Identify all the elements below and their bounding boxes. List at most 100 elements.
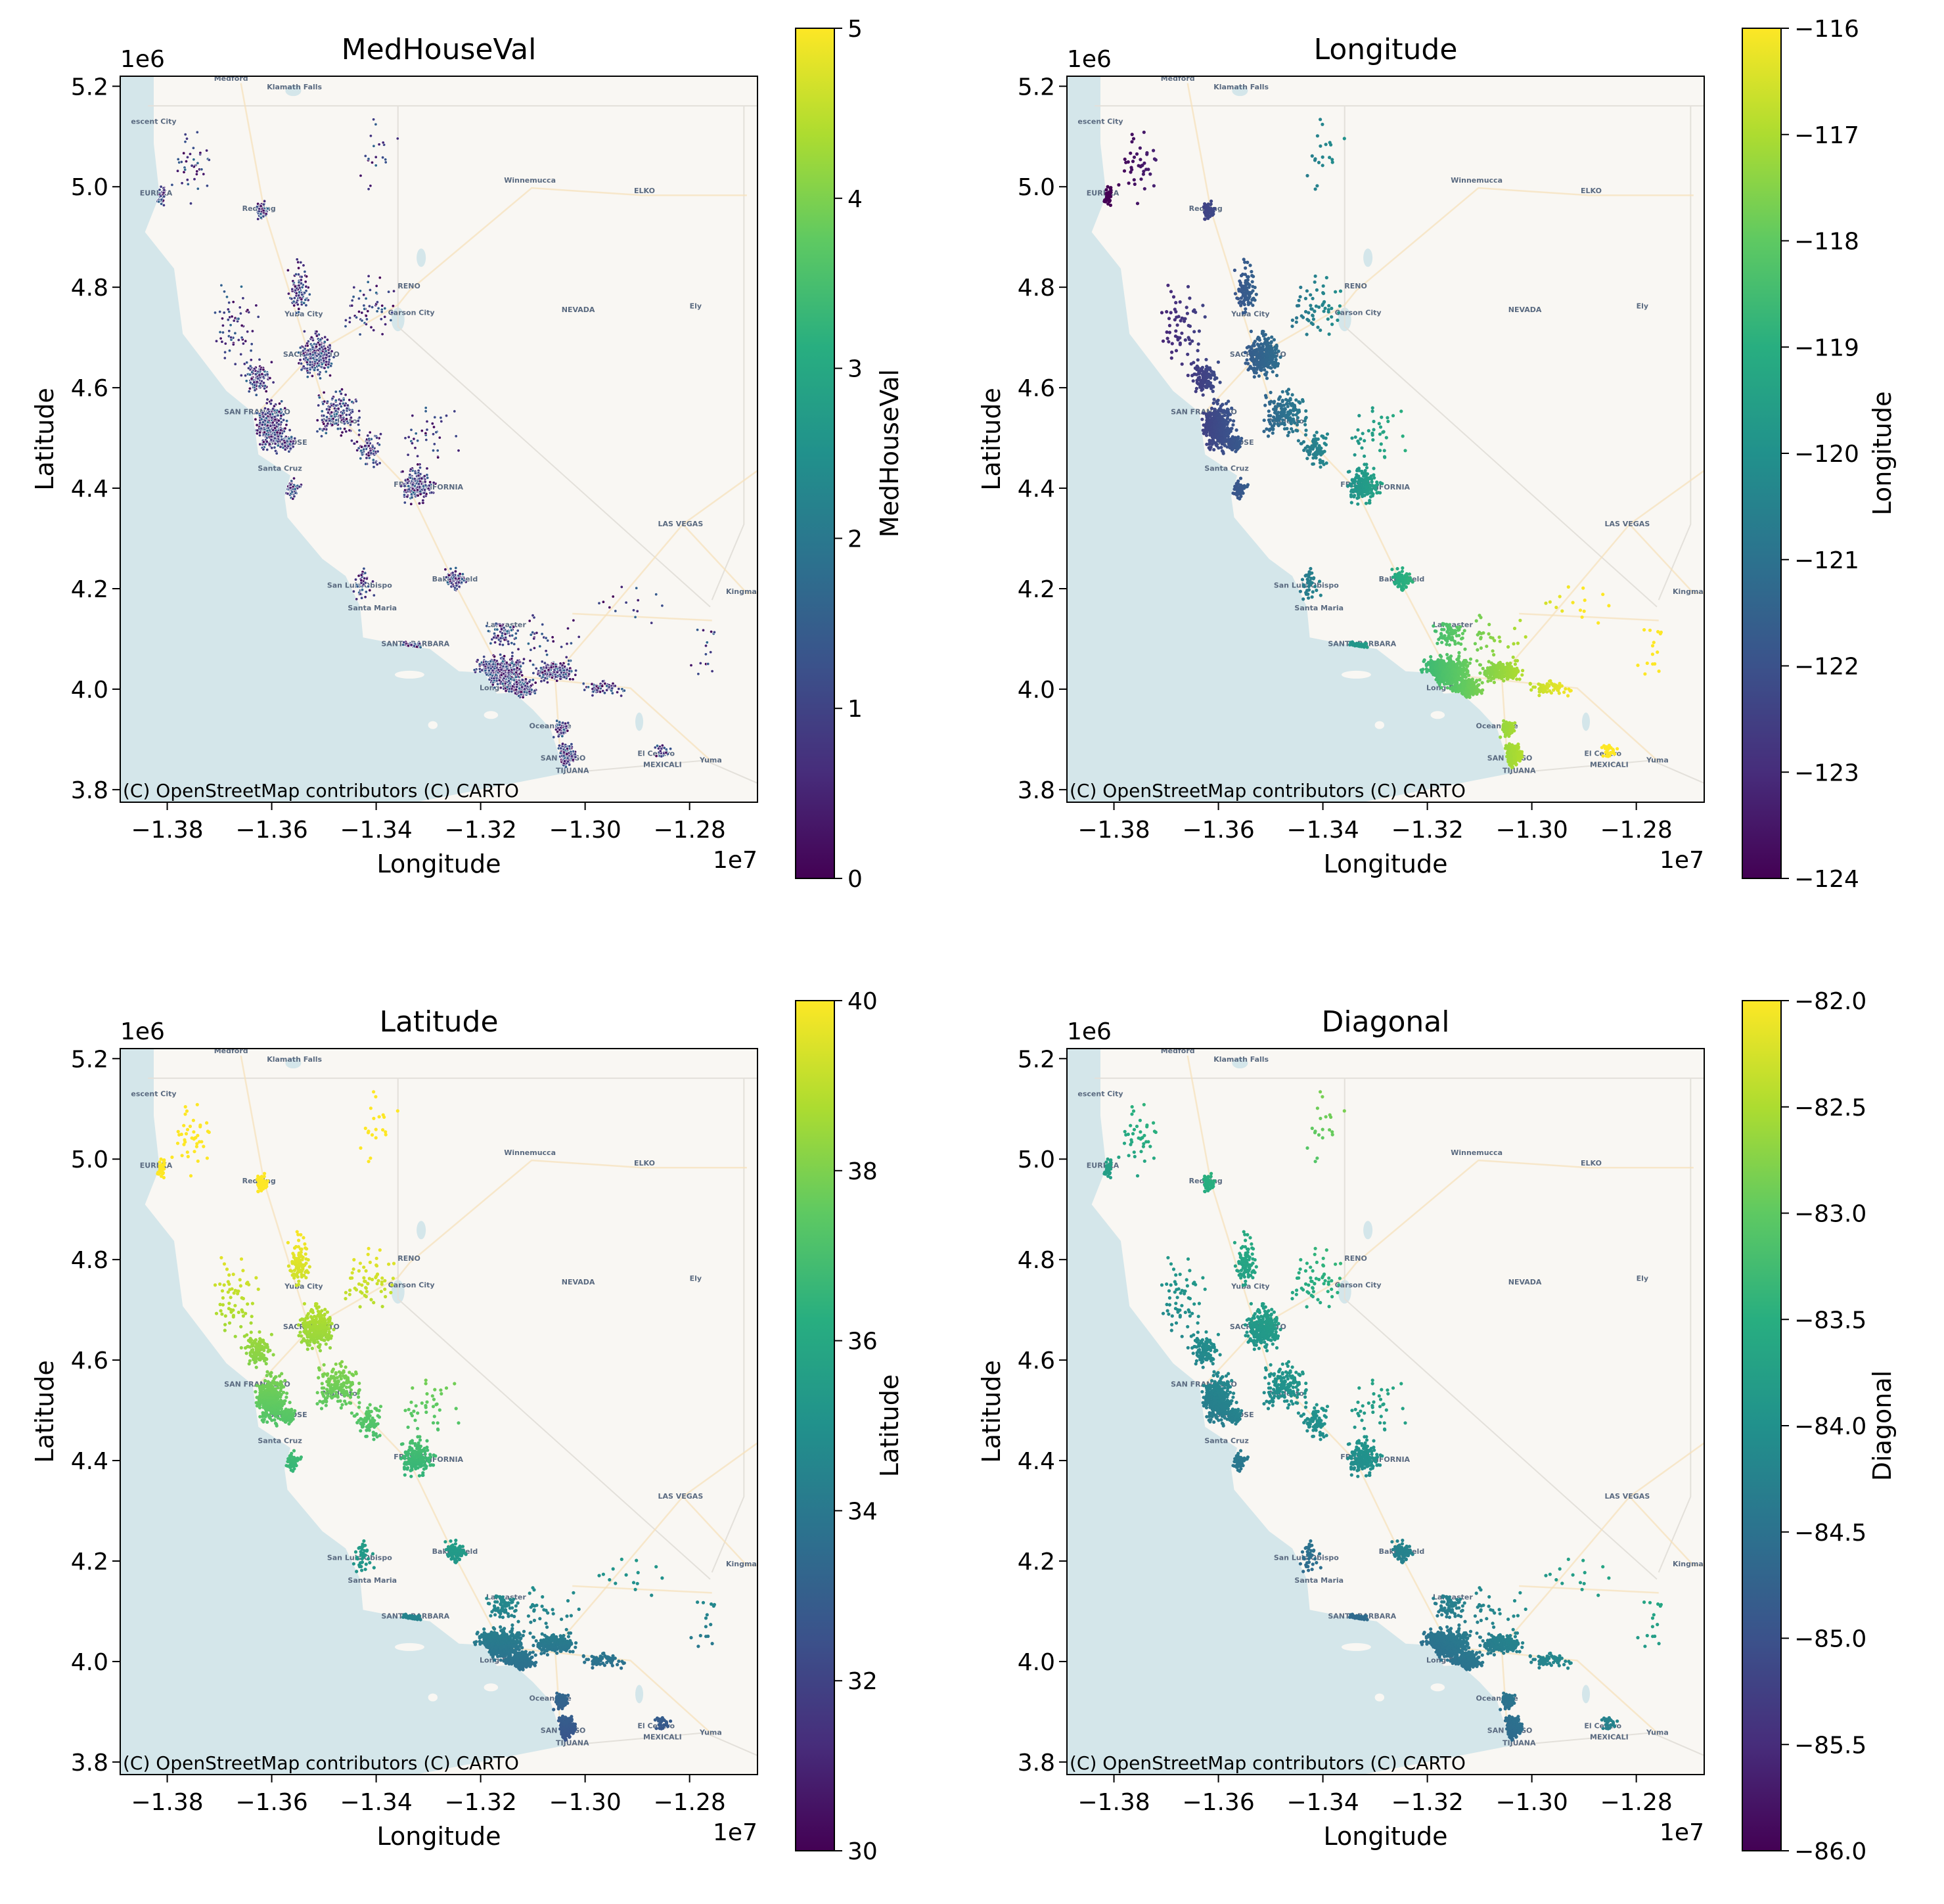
data-point bbox=[1419, 668, 1423, 672]
data-point bbox=[564, 765, 568, 769]
data-point bbox=[238, 306, 242, 309]
place-label-carson-city: Carson City bbox=[1335, 309, 1382, 317]
data-point bbox=[273, 417, 277, 421]
data-point bbox=[531, 678, 535, 682]
data-point bbox=[505, 629, 509, 633]
data-point bbox=[418, 489, 422, 493]
y-tick-label: 5.2 bbox=[71, 74, 108, 101]
data-point bbox=[496, 634, 500, 638]
data-point bbox=[248, 364, 252, 368]
data-point bbox=[650, 621, 654, 625]
data-point bbox=[377, 443, 381, 447]
data-point bbox=[238, 311, 242, 315]
data-point bbox=[359, 578, 363, 582]
data-point bbox=[355, 597, 359, 601]
data-point bbox=[344, 325, 348, 329]
data-point bbox=[294, 291, 298, 295]
data-point bbox=[425, 466, 429, 470]
data-point bbox=[346, 403, 350, 407]
data-point bbox=[444, 576, 448, 579]
data-point bbox=[157, 200, 161, 204]
data-point bbox=[500, 631, 504, 635]
data-point bbox=[378, 276, 382, 280]
data-point bbox=[279, 445, 283, 449]
data-point bbox=[380, 332, 384, 336]
data-point bbox=[375, 309, 379, 313]
data-point bbox=[1514, 672, 1518, 676]
data-point bbox=[369, 451, 373, 455]
data-point bbox=[381, 156, 385, 160]
data-point bbox=[244, 374, 248, 378]
data-point bbox=[266, 206, 270, 210]
data-point bbox=[497, 678, 501, 682]
data-point bbox=[327, 354, 331, 358]
data-point bbox=[254, 417, 258, 421]
data-point bbox=[319, 338, 323, 342]
data-point bbox=[543, 669, 547, 673]
data-point bbox=[311, 356, 315, 360]
data-point bbox=[239, 373, 243, 377]
place-label-winnemucca: Winnemucca bbox=[504, 176, 556, 185]
data-point bbox=[1480, 689, 1483, 692]
data-point bbox=[549, 666, 553, 669]
data-point bbox=[1438, 662, 1442, 666]
data-point bbox=[1464, 694, 1468, 698]
data-point bbox=[510, 654, 514, 658]
data-point bbox=[326, 365, 330, 369]
data-point bbox=[307, 292, 311, 296]
data-point bbox=[269, 398, 273, 402]
data-point bbox=[491, 683, 495, 687]
data-point bbox=[260, 417, 263, 421]
data-point bbox=[1487, 671, 1491, 675]
data-point bbox=[315, 419, 319, 422]
data-point bbox=[510, 685, 514, 689]
data-point bbox=[431, 449, 435, 453]
data-point bbox=[369, 325, 373, 329]
data-point bbox=[359, 573, 363, 577]
y-offset-label: 1e6 bbox=[120, 46, 165, 73]
place-label-elko: ELKO bbox=[1581, 187, 1602, 195]
data-point bbox=[291, 497, 295, 501]
data-point bbox=[1439, 654, 1443, 658]
data-point bbox=[227, 349, 231, 353]
data-point bbox=[348, 316, 352, 320]
data-point bbox=[610, 691, 614, 695]
data-point bbox=[267, 442, 271, 446]
data-point bbox=[249, 358, 253, 362]
data-point bbox=[1511, 724, 1515, 729]
data-point bbox=[396, 137, 399, 141]
data-point bbox=[1510, 765, 1514, 769]
data-point bbox=[1504, 744, 1508, 748]
data-point bbox=[360, 311, 364, 315]
data-point bbox=[664, 751, 668, 755]
data-point bbox=[221, 323, 225, 327]
data-point bbox=[220, 340, 224, 344]
data-point bbox=[577, 635, 581, 639]
data-point bbox=[1452, 685, 1456, 689]
data-point bbox=[160, 198, 164, 202]
data-point bbox=[261, 209, 265, 213]
data-point bbox=[376, 449, 380, 453]
data-point bbox=[340, 430, 344, 434]
data-point bbox=[355, 448, 359, 452]
data-point bbox=[325, 415, 329, 419]
data-point bbox=[1476, 684, 1480, 688]
data-point bbox=[564, 655, 568, 659]
data-point bbox=[493, 658, 497, 662]
data-point bbox=[354, 315, 358, 319]
data-point bbox=[300, 361, 304, 365]
data-point bbox=[485, 673, 489, 677]
data-point bbox=[226, 318, 230, 322]
data-point bbox=[266, 420, 270, 424]
data-point bbox=[513, 691, 517, 695]
data-point bbox=[555, 719, 559, 723]
data-point bbox=[507, 669, 511, 673]
place-label-ely: Ely bbox=[690, 302, 702, 311]
data-point bbox=[302, 301, 306, 305]
data-point bbox=[227, 301, 231, 305]
data-point bbox=[292, 296, 296, 300]
data-point bbox=[656, 746, 660, 750]
data-point bbox=[261, 202, 265, 206]
data-point bbox=[1503, 735, 1507, 738]
